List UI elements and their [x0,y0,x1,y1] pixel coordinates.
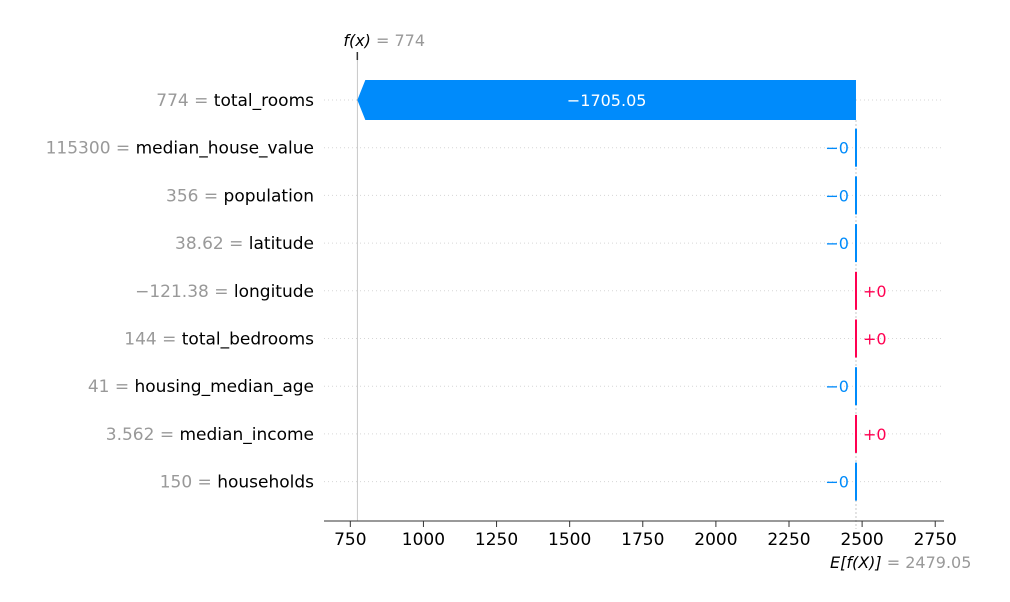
bar-total_rooms [357,80,856,120]
x-tick-label: 750 [334,530,366,550]
bar-value-label: −0 [825,234,849,253]
bar-value-label: +0 [863,282,887,301]
bar-value-label: −0 [825,473,849,492]
feature-value: 356 = [166,186,224,206]
bar-value-label: −0 [825,186,849,205]
x-tick-label: 2500 [840,530,883,550]
bar-value-label: −0 [825,377,849,396]
fx-eq: = [371,31,395,50]
feature-value: 38.62 = [175,234,249,254]
feature-label: 150 = households [160,473,314,493]
feature-label: 144 = total_bedrooms [124,330,314,350]
feature-labels: 774 = total_rooms 115300 = median_house_v… [46,91,315,493]
feature-name: total_rooms [214,91,314,111]
x-tick-label: 2000 [694,530,737,550]
feature-name: median_house_value [136,139,314,159]
x-tick-label: 2750 [914,530,957,550]
x-tick-label: 1500 [548,530,591,550]
feature-value: 3.562 = [106,425,180,445]
feature-label: 774 = total_rooms [156,91,314,111]
x-tick-label: 2250 [767,530,810,550]
feature-value: 150 = [160,473,218,493]
feature-label: 115300 = median_house_value [46,139,314,159]
feature-value: 41 = [88,377,135,397]
feature-value: 774 = [156,91,214,111]
bar-value-label: −0 [825,139,849,158]
fx-label: f(x) = 774 [343,31,425,50]
feature-name: latitude [249,234,314,254]
fx-name: f(x) [343,31,371,50]
bar-value-label: +0 [863,330,887,349]
feature-label: 356 = population [166,186,314,206]
feature-value: −121.38 = [135,282,234,302]
feature-label: 41 = housing_median_age [88,377,314,397]
grid-lines [324,99,944,483]
base-eq: = [882,553,906,572]
x-tick-label: 1750 [621,530,664,550]
feature-name: housing_median_age [135,377,315,397]
feature-name: households [217,473,314,493]
feature-label: 3.562 = median_income [106,425,314,445]
fx-value: 774 [395,31,426,50]
feature-value: 115300 = [46,139,136,159]
x-tick-label: 1250 [475,530,518,550]
feature-label: −121.38 = longitude [135,282,314,302]
feature-name: total_bedrooms [182,330,314,350]
feature-name: longitude [234,282,314,302]
base-annotation: E[f(X)] = 2479.05 [830,553,971,572]
feature-name: population [224,186,314,206]
x-tick-label: 1000 [402,530,445,550]
feature-name: median_income [180,425,315,445]
base-name: E[f(X)] [830,553,882,572]
bar-value-label: −1705.05 [567,91,647,110]
feature-value: 144 = [124,330,182,350]
base-label: E[f(X)] = 2479.05 [830,553,971,572]
bars: −1705.05 −0 −0 −0 +0 +0 −0 +0 −0 [357,80,887,501]
feature-label: 38.62 = latitude [175,234,314,254]
bar-value-label: +0 [863,425,887,444]
x-axis: 750 1000 1250 1500 1750 2000 2250 2500 2750 [324,520,957,550]
fx-annotation: f(x) = 774 [343,31,425,60]
base-value: 2479.05 [905,553,971,572]
